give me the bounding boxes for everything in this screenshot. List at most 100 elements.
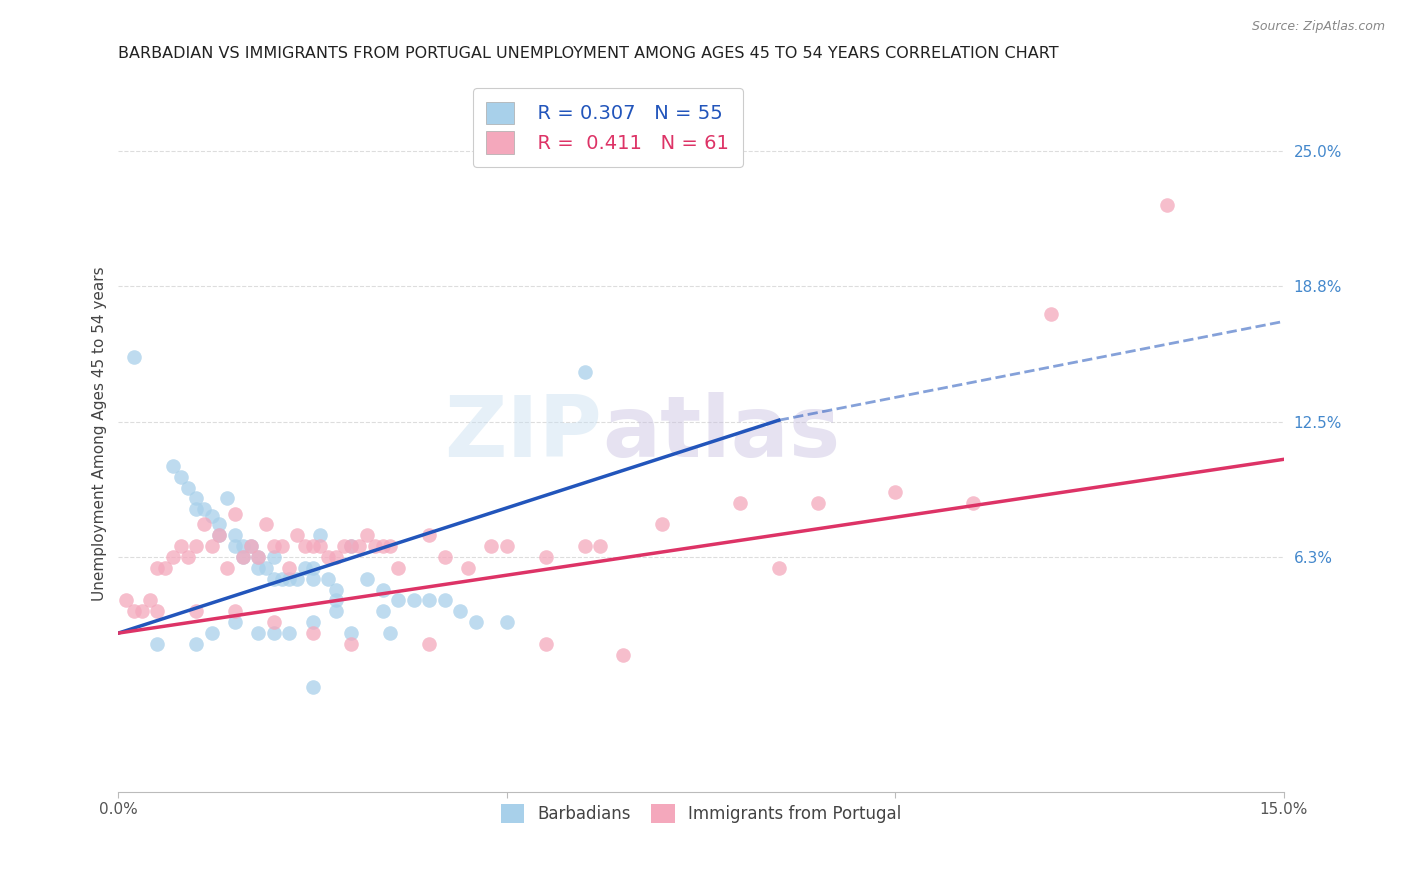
- Point: [301, 681, 323, 695]
- Point: [193, 517, 215, 532]
- Point: [807, 496, 830, 510]
- Point: [495, 615, 517, 630]
- Point: [224, 604, 246, 618]
- Point: [364, 539, 387, 553]
- Point: [201, 626, 224, 640]
- Point: [184, 502, 207, 516]
- Point: [239, 539, 262, 553]
- Point: [177, 481, 200, 495]
- Point: [464, 615, 486, 630]
- Point: [325, 550, 347, 565]
- Point: [418, 528, 440, 542]
- Point: [224, 615, 246, 630]
- Point: [325, 582, 347, 597]
- Point: [285, 572, 308, 586]
- Point: [387, 561, 409, 575]
- Point: [301, 572, 323, 586]
- Point: [115, 593, 138, 607]
- Point: [232, 550, 254, 565]
- Text: ZIP: ZIP: [444, 392, 602, 475]
- Text: Source: ZipAtlas.com: Source: ZipAtlas.com: [1251, 20, 1385, 33]
- Point: [294, 561, 316, 575]
- Point: [131, 604, 153, 618]
- Point: [224, 507, 246, 521]
- Point: [278, 572, 301, 586]
- Point: [380, 626, 402, 640]
- Point: [270, 572, 292, 586]
- Point: [224, 539, 246, 553]
- Point: [162, 458, 184, 473]
- Point: [651, 517, 673, 532]
- Point: [247, 550, 270, 565]
- Point: [254, 561, 277, 575]
- Point: [254, 517, 277, 532]
- Point: [356, 528, 378, 542]
- Point: [301, 626, 323, 640]
- Point: [162, 550, 184, 565]
- Point: [239, 539, 262, 553]
- Point: [184, 539, 207, 553]
- Point: [263, 572, 285, 586]
- Point: [208, 528, 231, 542]
- Point: [316, 550, 339, 565]
- Point: [309, 539, 332, 553]
- Point: [177, 550, 200, 565]
- Point: [184, 604, 207, 618]
- Point: [169, 469, 191, 483]
- Point: [217, 561, 239, 575]
- Point: [146, 604, 169, 618]
- Point: [612, 648, 634, 662]
- Point: [201, 539, 224, 553]
- Point: [278, 561, 301, 575]
- Point: [122, 350, 145, 364]
- Point: [217, 491, 239, 506]
- Point: [402, 593, 425, 607]
- Point: [146, 561, 169, 575]
- Y-axis label: Unemployment Among Ages 45 to 54 years: Unemployment Among Ages 45 to 54 years: [93, 266, 107, 600]
- Text: atlas: atlas: [602, 392, 841, 475]
- Point: [208, 517, 231, 532]
- Point: [340, 539, 363, 553]
- Point: [371, 604, 394, 618]
- Point: [457, 561, 479, 575]
- Point: [534, 637, 557, 651]
- Point: [574, 539, 596, 553]
- Point: [418, 593, 440, 607]
- Point: [589, 539, 612, 553]
- Point: [1039, 307, 1062, 321]
- Point: [247, 550, 270, 565]
- Point: [122, 604, 145, 618]
- Legend: Barbadians, Immigrants from Portugal: Barbadians, Immigrants from Portugal: [495, 797, 908, 830]
- Point: [325, 593, 347, 607]
- Point: [371, 582, 394, 597]
- Point: [332, 539, 354, 553]
- Point: [728, 496, 751, 510]
- Text: BARBADIAN VS IMMIGRANTS FROM PORTUGAL UNEMPLOYMENT AMONG AGES 45 TO 54 YEARS COR: BARBADIAN VS IMMIGRANTS FROM PORTUGAL UN…: [118, 46, 1059, 62]
- Point: [534, 550, 557, 565]
- Point: [263, 626, 285, 640]
- Point: [301, 539, 323, 553]
- Point: [263, 550, 285, 565]
- Point: [153, 561, 176, 575]
- Point: [325, 604, 347, 618]
- Point: [247, 561, 270, 575]
- Point: [433, 550, 456, 565]
- Point: [768, 561, 790, 575]
- Point: [138, 593, 160, 607]
- Point: [247, 626, 270, 640]
- Point: [146, 637, 169, 651]
- Point: [294, 539, 316, 553]
- Point: [301, 615, 323, 630]
- Point: [285, 528, 308, 542]
- Point: [232, 550, 254, 565]
- Point: [208, 528, 231, 542]
- Point: [349, 539, 371, 553]
- Point: [340, 637, 363, 651]
- Point: [884, 484, 907, 499]
- Point: [184, 491, 207, 506]
- Point: [263, 615, 285, 630]
- Point: [962, 496, 984, 510]
- Point: [387, 593, 409, 607]
- Point: [184, 637, 207, 651]
- Point: [449, 604, 471, 618]
